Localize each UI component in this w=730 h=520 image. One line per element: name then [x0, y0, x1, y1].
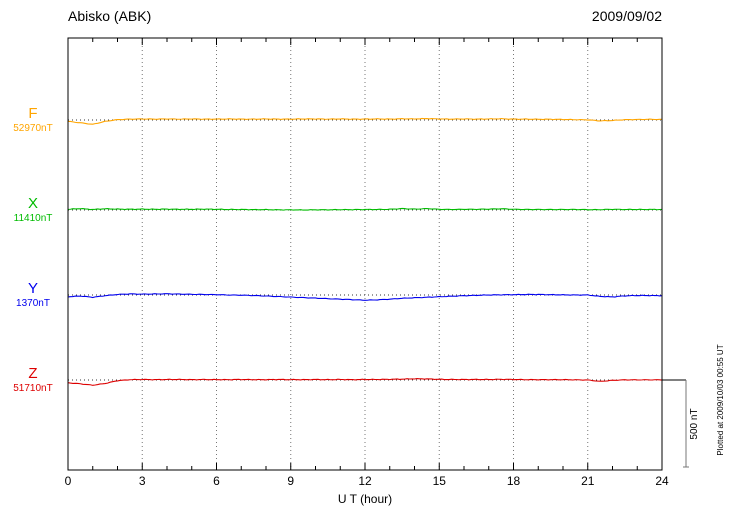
trace-x — [67, 207, 663, 211]
trace-y — [67, 293, 663, 301]
trace-letter-z: Z — [28, 365, 38, 382]
scale-bar-label: 500 nT — [689, 408, 700, 439]
x-axis-title: U T (hour) — [337, 492, 393, 506]
x-tick-label-21: 21 — [581, 474, 595, 488]
plotted-at-note: Plotted at 2009/10/03 00:55 UT — [716, 344, 725, 455]
trace-letter-y: Y — [27, 280, 38, 297]
trace-basevalue-f: 52970nT — [13, 123, 53, 134]
date-label: 2009/09/02 — [591, 8, 662, 24]
trace-z — [67, 378, 663, 386]
x-tick-label-18: 18 — [506, 474, 521, 488]
trace-basevalue-y: 1370nT — [16, 298, 50, 309]
x-tick-label-6: 6 — [213, 474, 220, 488]
trace-lines — [67, 117, 663, 386]
scale-bar: 500 nT — [662, 379, 700, 468]
x-tick-label-3: 3 — [138, 474, 146, 488]
plot-border — [67, 37, 663, 471]
x-tick-label-12: 12 — [358, 474, 372, 488]
trace-label-f: F 52970nT — [2, 106, 64, 135]
trace-label-y: Y 1370nT — [2, 281, 64, 310]
station-title: Abisko (ABK) — [68, 8, 152, 24]
trace-label-x: X 11410nT — [2, 196, 64, 225]
x-tick-label-9: 9 — [287, 474, 295, 488]
trace-f — [67, 117, 663, 125]
x-tick-label-0: 0 — [64, 474, 72, 488]
trace-basevalue-z: 51710nT — [13, 383, 53, 394]
trace-letter-f: F — [28, 105, 38, 122]
x-tick-label-24: 24 — [655, 474, 669, 488]
trace-label-z: Z 51710nT — [2, 366, 64, 395]
trace-basevalue-x: 11410nT — [13, 213, 53, 224]
trace-letter-x: X — [27, 195, 38, 212]
x-tick-label-15: 15 — [432, 474, 446, 488]
gridlines — [141, 38, 589, 470]
